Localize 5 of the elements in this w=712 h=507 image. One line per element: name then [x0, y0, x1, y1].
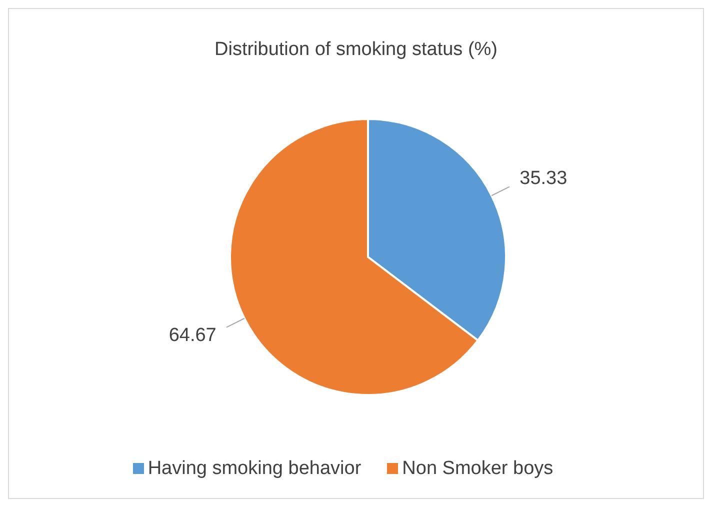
legend-label: Non Smoker boys	[402, 458, 554, 479]
chart-title: Distribution of smoking status (%)	[214, 39, 498, 61]
data-label: 35.33	[520, 168, 568, 190]
data-label: 64.67	[168, 324, 216, 346]
legend-label: Having smoking behavior	[148, 458, 362, 479]
